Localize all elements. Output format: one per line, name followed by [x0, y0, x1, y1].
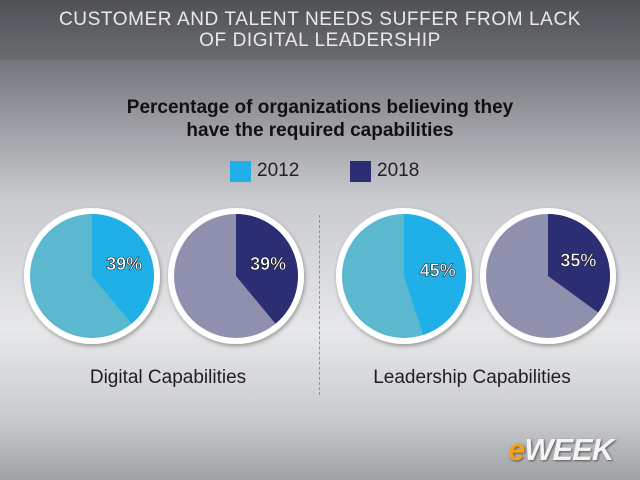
- group-label-digital: Digital Capabilities: [89, 367, 247, 388]
- pie-1: 39%: [168, 208, 304, 344]
- legend-label-2012: 2012: [257, 160, 300, 181]
- group-label-leadership: Leadership Capabilities: [373, 367, 571, 388]
- pie-slice-2012: [92, 214, 154, 324]
- chart-title: Percentage of organizations believing th…: [126, 97, 514, 141]
- logo-e: e: [508, 432, 525, 467]
- pie-0: 39%: [24, 208, 160, 344]
- pie-value-label: 45%: [420, 260, 456, 280]
- legend-item-2018: 2018: [350, 159, 419, 183]
- pie-value-label: 39%: [106, 254, 142, 274]
- eweek-logo: eWEEK: [508, 432, 614, 468]
- pie-3: 35%: [480, 208, 616, 344]
- pie-value-label: 35%: [560, 250, 596, 270]
- header-band: [0, 0, 640, 60]
- legend-item-2012: 2012: [230, 159, 299, 183]
- logo-week: WEEK: [524, 432, 614, 467]
- page-title: CUSTOMER AND TALENT NEEDS SUFFER FROM LA…: [58, 9, 582, 51]
- legend-label-2018: 2018: [377, 160, 420, 181]
- pie-slice-2012: [404, 214, 467, 335]
- pie-2: 45%: [336, 208, 472, 344]
- group-divider: [319, 215, 320, 395]
- pie-slice-2018: [548, 214, 610, 313]
- legend-swatch-2018: [350, 160, 371, 182]
- pie-slice-2018: [236, 214, 298, 324]
- pie-value-label: 39%: [250, 254, 286, 274]
- legend-swatch-2012: [230, 160, 251, 182]
